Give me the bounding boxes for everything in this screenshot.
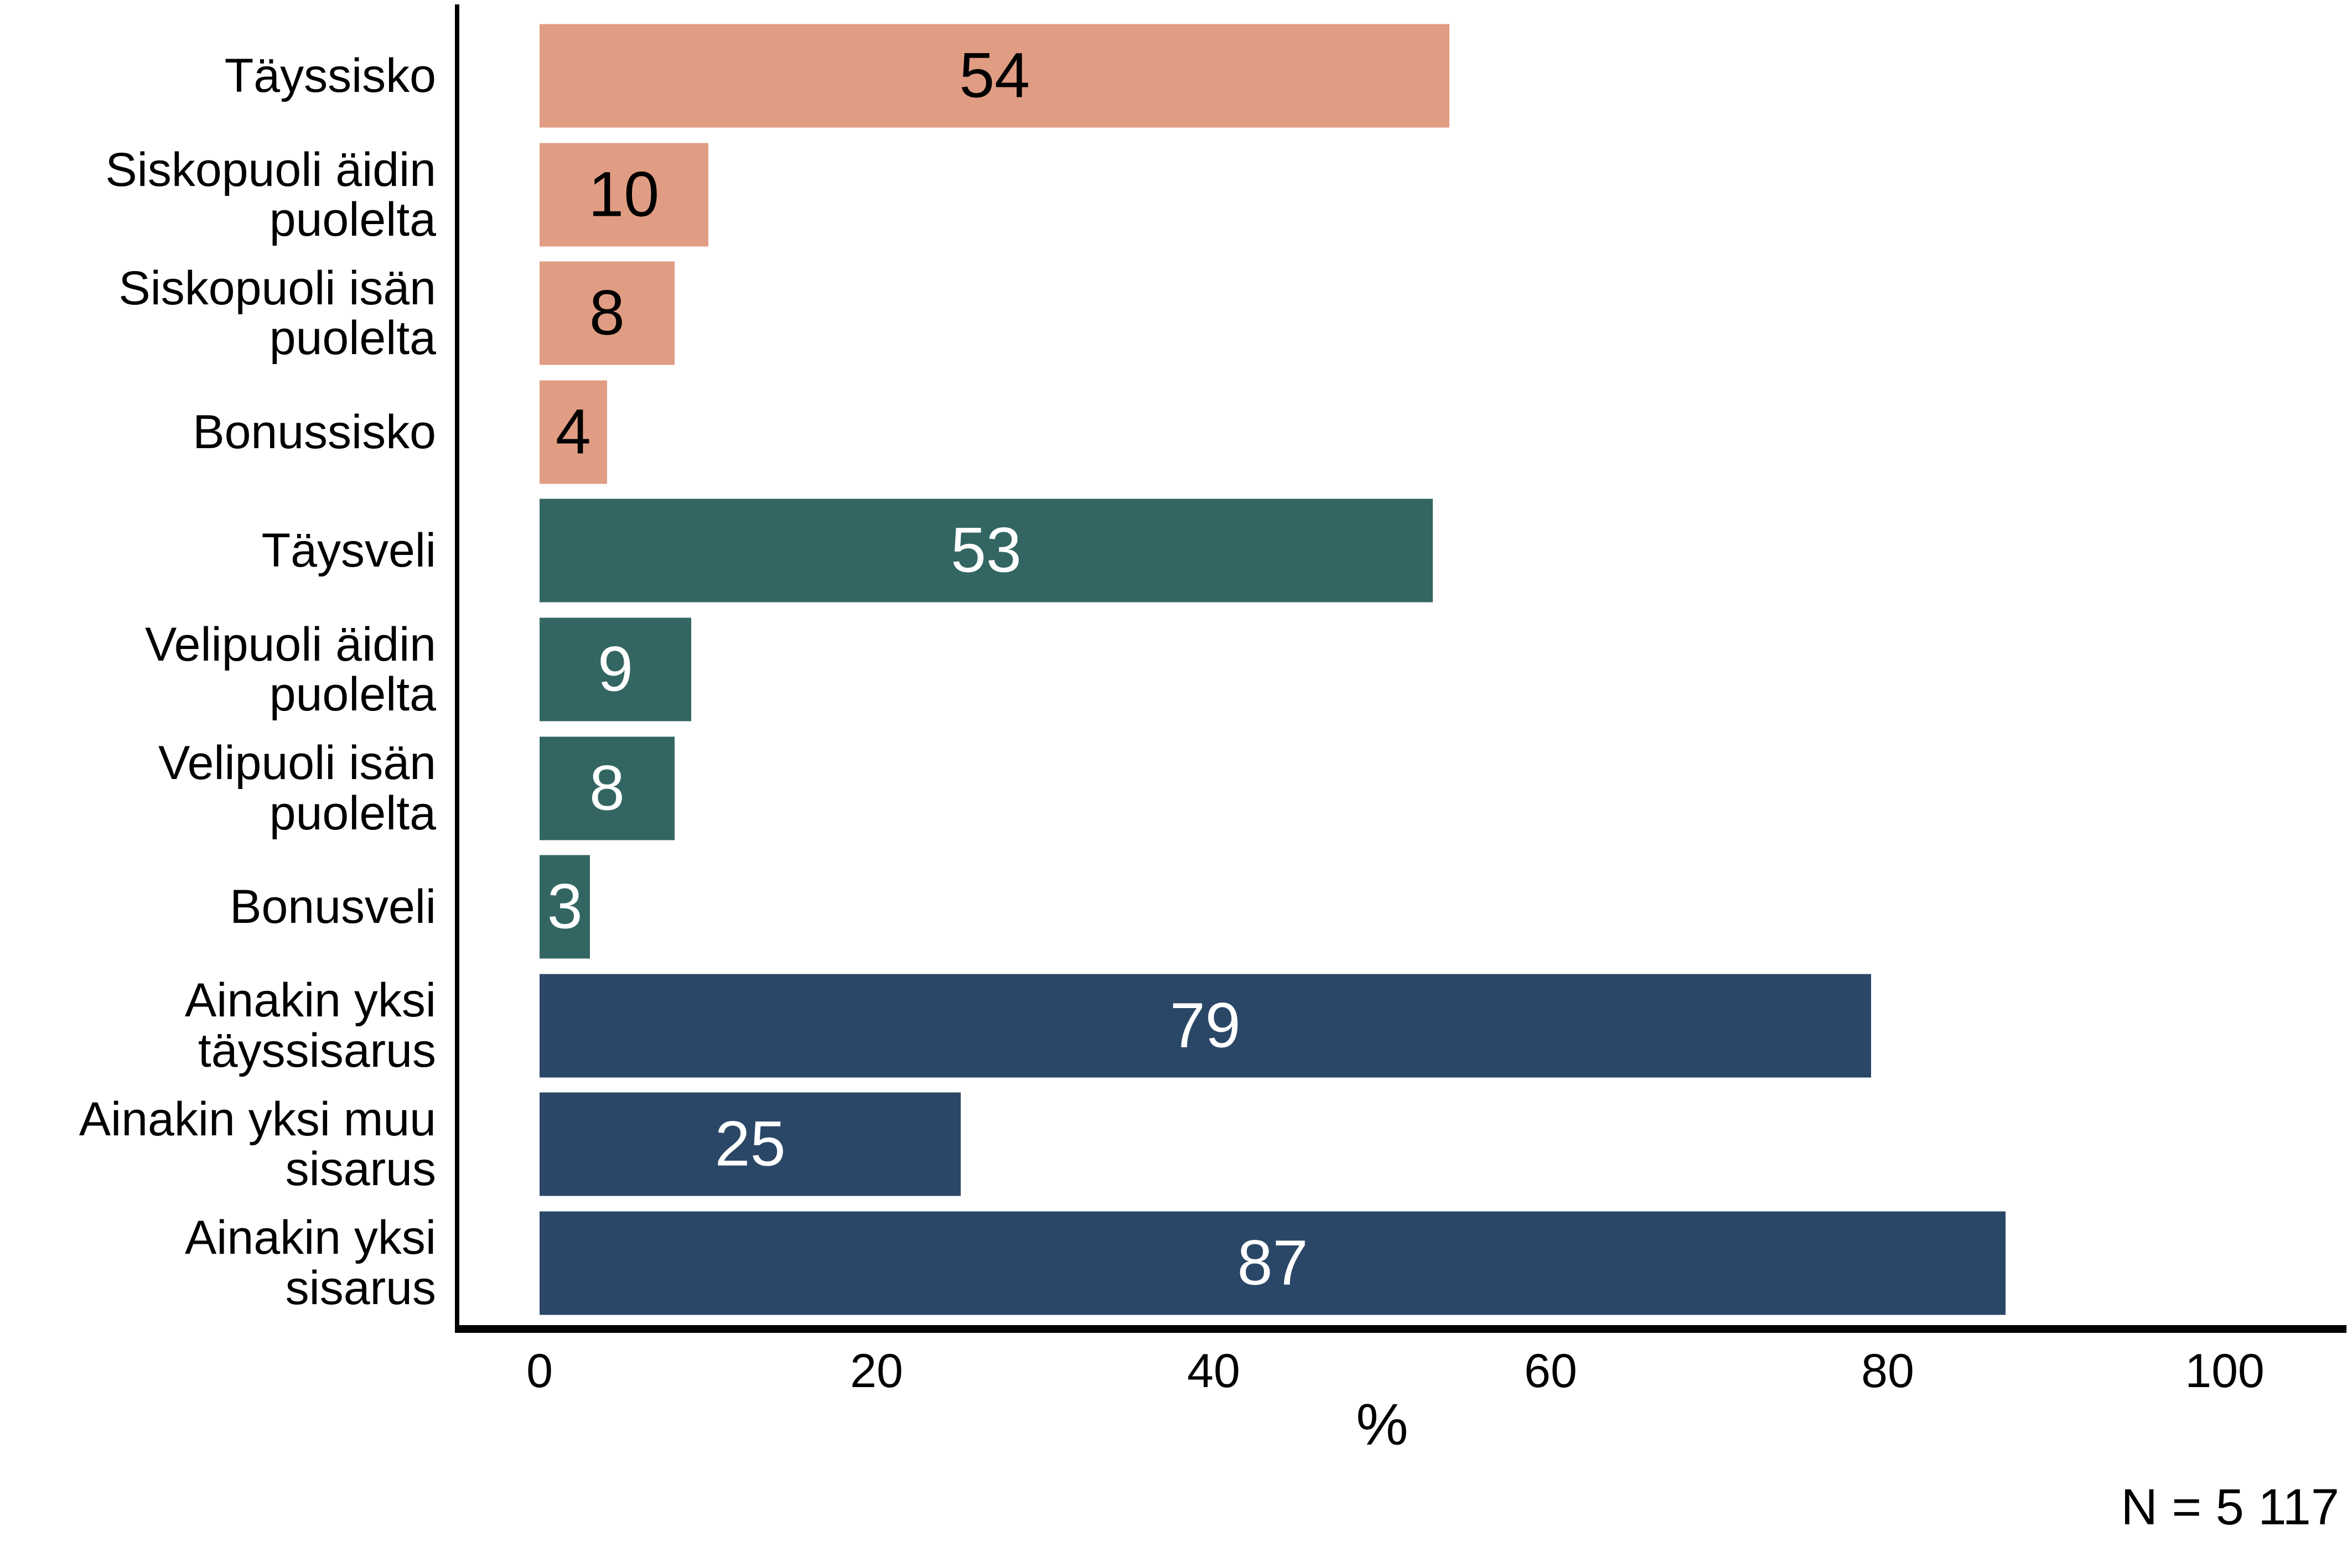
- category-label: Siskopuoli isän puolelta: [118, 262, 436, 365]
- sample-size-note: N = 5 117: [2121, 1479, 2339, 1535]
- bar-value-label: 79: [1169, 990, 1241, 1061]
- bar: 79: [540, 974, 1871, 1078]
- bar-value-label: 54: [959, 40, 1030, 111]
- bar-value-label: 87: [1237, 1227, 1308, 1299]
- bar-value-label: 9: [598, 634, 633, 705]
- category-label: Ainakin yksi sisarus: [184, 1211, 436, 1315]
- x-tick-label: 40: [1187, 1344, 1240, 1398]
- bar-value-label: 8: [589, 277, 625, 349]
- bar: 9: [540, 617, 692, 721]
- bar-row: 87: [540, 1203, 2225, 1322]
- bar-row: 53: [540, 491, 2225, 610]
- x-tick-label: 60: [1524, 1344, 1577, 1398]
- y-axis-line: [455, 4, 459, 1333]
- bar-row: 8: [540, 729, 2225, 848]
- category-label: Velipuoli äidin puolelta: [145, 617, 436, 721]
- category-axis: Täyssisko Siskopuoli äidin puolelta Siskop…: [0, 17, 436, 1322]
- bar-row: 4: [540, 373, 2225, 492]
- bar-value-label: 3: [547, 871, 583, 942]
- bar: 53: [540, 499, 1433, 603]
- x-tick-label: 100: [2185, 1344, 2265, 1398]
- bar: 8: [540, 736, 675, 840]
- bar-value-label: 8: [589, 752, 625, 824]
- category-label: Täyssisko: [224, 49, 436, 103]
- category-label: Ainakin yksi muu sisarus: [79, 1092, 436, 1196]
- bar: 4: [540, 380, 607, 484]
- x-axis-line: [455, 1325, 2346, 1333]
- category-label: Siskopuoli äidin puolelta: [105, 143, 436, 246]
- bar-row: 10: [540, 136, 2225, 255]
- x-axis-ticks: 0 20 40 60 80 100: [526, 1342, 2265, 1403]
- bar: 10: [540, 143, 708, 247]
- bar-row: 79: [540, 966, 2225, 1085]
- x-tick-label: 80: [1861, 1344, 1914, 1398]
- x-tick-label: 20: [850, 1344, 903, 1398]
- bar-value-label: 10: [588, 159, 660, 230]
- bar: 3: [540, 855, 590, 959]
- bar-row: 25: [540, 1085, 2225, 1204]
- bar-row: 8: [540, 254, 2225, 373]
- category-label: Bonussisko: [193, 405, 436, 459]
- bar-row: 9: [540, 610, 2225, 729]
- bar: 54: [540, 24, 1450, 128]
- bar-row: 54: [540, 17, 2225, 136]
- bar-value-label: 53: [950, 515, 1022, 586]
- bar-row: 3: [540, 848, 2225, 967]
- category-label: Ainakin yksi täyssisarus: [184, 974, 436, 1077]
- bar: 8: [540, 261, 675, 365]
- x-tick-label: 0: [526, 1344, 553, 1398]
- category-label: Täysveli: [261, 524, 436, 578]
- category-label: Bonusveli: [230, 880, 436, 933]
- plot-area: 54 10 8 4 53 9 8 3 79 25 87: [540, 17, 2225, 1322]
- x-axis-title: %: [1356, 1392, 1408, 1457]
- category-label: Velipuoli isän puolelta: [158, 736, 436, 840]
- bar: 25: [540, 1092, 961, 1196]
- bar-value-label: 25: [714, 1108, 786, 1180]
- bar-value-label: 4: [555, 396, 591, 468]
- bar: 87: [540, 1211, 2006, 1315]
